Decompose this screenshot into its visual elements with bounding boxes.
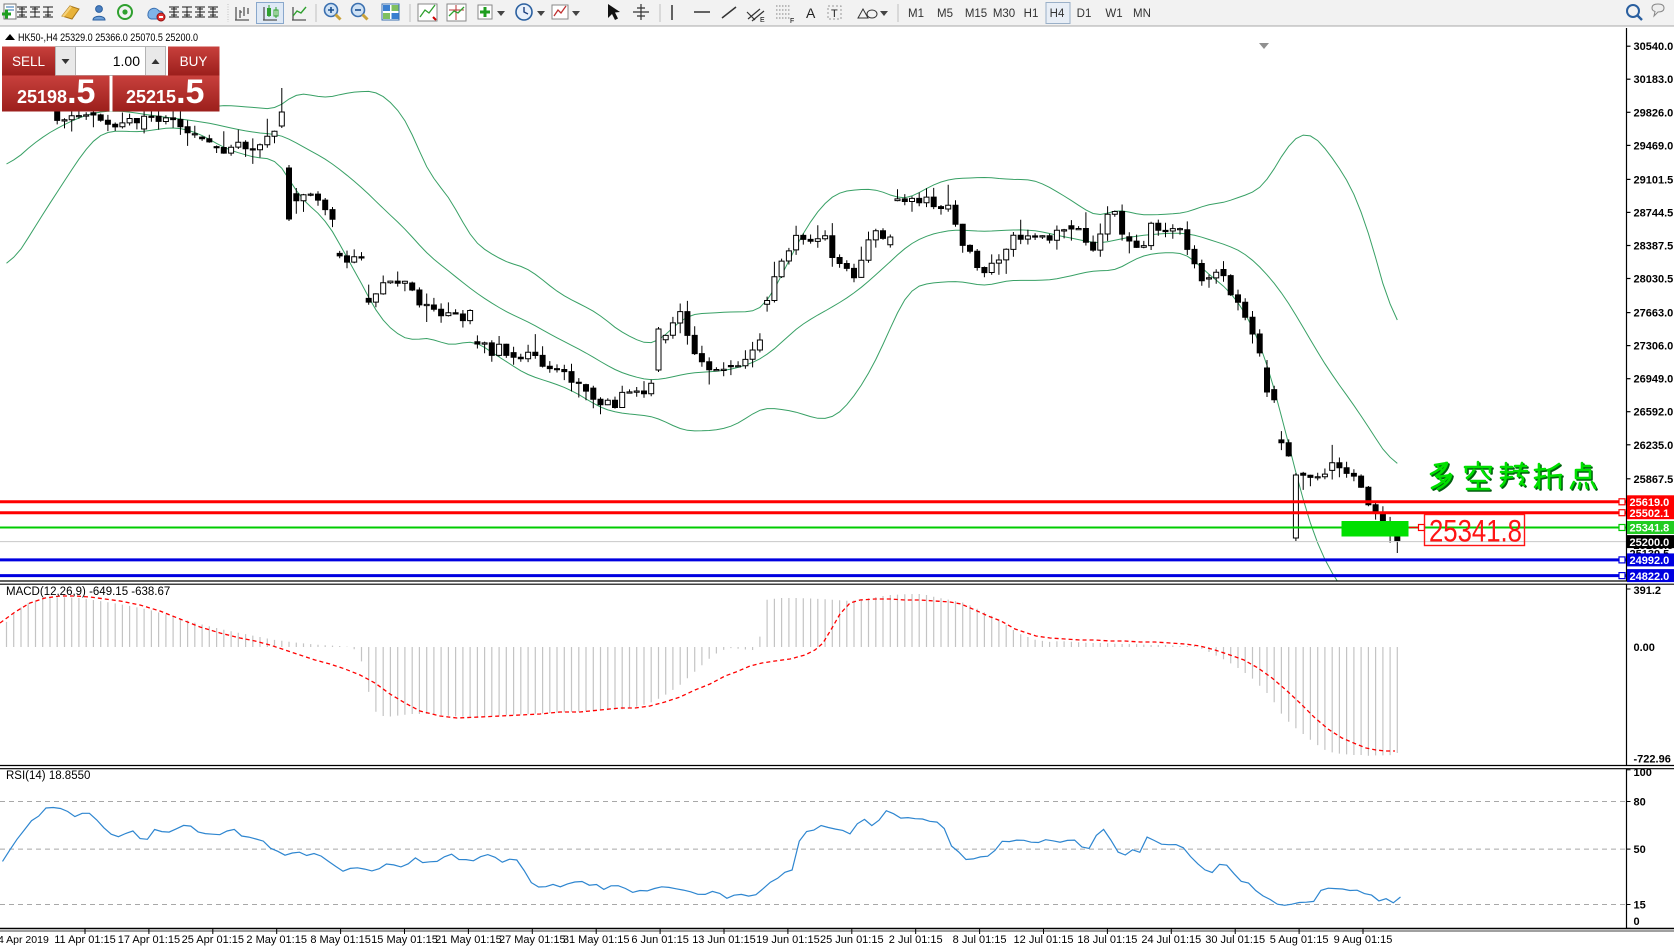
svg-text:6 Jun 01:15: 6 Jun 01:15 xyxy=(631,934,689,946)
svg-text:26949.0: 26949.0 xyxy=(1634,374,1674,386)
svg-text:24 Jul 01:15: 24 Jul 01:15 xyxy=(1141,934,1201,946)
svg-text:30540.0: 30540.0 xyxy=(1634,41,1674,53)
svg-text:26592.0: 26592.0 xyxy=(1634,407,1674,419)
svg-text:0: 0 xyxy=(1634,916,1640,928)
svg-text:RSI(14) 18.8550: RSI(14) 18.8550 xyxy=(6,770,90,782)
svg-text:17 Apr 01:15: 17 Apr 01:15 xyxy=(118,934,180,946)
svg-text:30 Jul 01:15: 30 Jul 01:15 xyxy=(1205,934,1265,946)
svg-text:9 Aug 01:15: 9 Aug 01:15 xyxy=(1334,934,1393,946)
svg-text:11 Apr 01:15: 11 Apr 01:15 xyxy=(54,934,116,946)
svg-text:29826.0: 29826.0 xyxy=(1634,107,1674,119)
svg-text:H4: H4 xyxy=(1050,8,1065,20)
svg-text:A: A xyxy=(806,5,816,21)
svg-text:13 Jun 01:15: 13 Jun 01:15 xyxy=(692,934,756,946)
svg-text:D1: D1 xyxy=(1077,8,1092,20)
svg-text:25 Apr 01:15: 25 Apr 01:15 xyxy=(182,934,244,946)
svg-text:M1: M1 xyxy=(908,8,924,20)
svg-text:24822.0: 24822.0 xyxy=(1630,571,1670,583)
svg-text:0.00: 0.00 xyxy=(1634,642,1655,654)
svg-text:H1: H1 xyxy=(1024,8,1039,20)
svg-text:25502.1: 25502.1 xyxy=(1630,508,1670,520)
svg-text:25200.0: 25200.0 xyxy=(1630,537,1670,549)
svg-text:25867.5: 25867.5 xyxy=(1634,474,1674,486)
svg-text:18 Jul 01:15: 18 Jul 01:15 xyxy=(1077,934,1137,946)
svg-text:8 Jul 01:15: 8 Jul 01:15 xyxy=(953,934,1007,946)
svg-text:12 Jul 01:15: 12 Jul 01:15 xyxy=(1014,934,1074,946)
svg-text:BUY: BUY xyxy=(180,54,208,69)
svg-text:25341.8: 25341.8 xyxy=(1429,513,1522,549)
svg-text:-722.96: -722.96 xyxy=(1634,754,1671,766)
svg-text:21 May 01:15: 21 May 01:15 xyxy=(435,934,502,946)
svg-text:19 Jun 01:15: 19 Jun 01:15 xyxy=(756,934,820,946)
svg-text:15 May 01:15: 15 May 01:15 xyxy=(371,934,438,946)
svg-text:1.00: 1.00 xyxy=(113,53,140,69)
svg-text:29469.0: 29469.0 xyxy=(1634,140,1674,152)
svg-text:F: F xyxy=(790,18,794,25)
svg-text:27663.0: 27663.0 xyxy=(1634,308,1674,320)
svg-text:8 May 01:15: 8 May 01:15 xyxy=(310,934,371,946)
svg-text:28030.5: 28030.5 xyxy=(1634,274,1674,286)
svg-text:4 Apr 2019: 4 Apr 2019 xyxy=(0,934,49,946)
svg-text:50: 50 xyxy=(1634,844,1646,856)
svg-text:80: 80 xyxy=(1634,797,1646,809)
svg-text:27 May 01:15: 27 May 01:15 xyxy=(499,934,566,946)
svg-text:W1: W1 xyxy=(1105,8,1122,20)
svg-text:28387.5: 28387.5 xyxy=(1634,241,1674,253)
svg-text:30183.0: 30183.0 xyxy=(1634,74,1674,86)
svg-text:24992.0: 24992.0 xyxy=(1630,555,1670,567)
svg-text:25619.0: 25619.0 xyxy=(1630,497,1670,509)
svg-text:28744.5: 28744.5 xyxy=(1634,207,1674,219)
svg-text:2 May 01:15: 2 May 01:15 xyxy=(246,934,307,946)
svg-text:25 Jun 01:15: 25 Jun 01:15 xyxy=(820,934,884,946)
svg-text:29101.5: 29101.5 xyxy=(1634,174,1674,186)
svg-text:26235.0: 26235.0 xyxy=(1634,440,1674,452)
svg-text:E: E xyxy=(760,17,765,24)
svg-text:15: 15 xyxy=(1634,900,1646,912)
svg-text:27306.0: 27306.0 xyxy=(1634,341,1674,353)
svg-text:391.2: 391.2 xyxy=(1634,585,1662,597)
svg-text:31 May 01:15: 31 May 01:15 xyxy=(563,934,630,946)
svg-text:M30: M30 xyxy=(993,8,1015,20)
svg-text:M15: M15 xyxy=(965,8,987,20)
svg-text:MACD(12,26,9) -649.15 -638.67: MACD(12,26,9) -649.15 -638.67 xyxy=(6,586,170,598)
svg-text:M5: M5 xyxy=(937,8,953,20)
svg-text:100: 100 xyxy=(1634,767,1652,779)
svg-text:T: T xyxy=(831,8,838,20)
svg-text:SELL: SELL xyxy=(12,54,46,69)
svg-text:MN: MN xyxy=(1133,8,1151,20)
svg-text:5 Aug 01:15: 5 Aug 01:15 xyxy=(1270,934,1329,946)
svg-text:2 Jul 01:15: 2 Jul 01:15 xyxy=(889,934,943,946)
svg-text:HK50-,H4 25329.0 25366.0 2507: HK50-,H4 25329.0 25366.0 25070.5 25200.0 xyxy=(18,32,198,44)
svg-text:25341.8: 25341.8 xyxy=(1630,523,1670,535)
